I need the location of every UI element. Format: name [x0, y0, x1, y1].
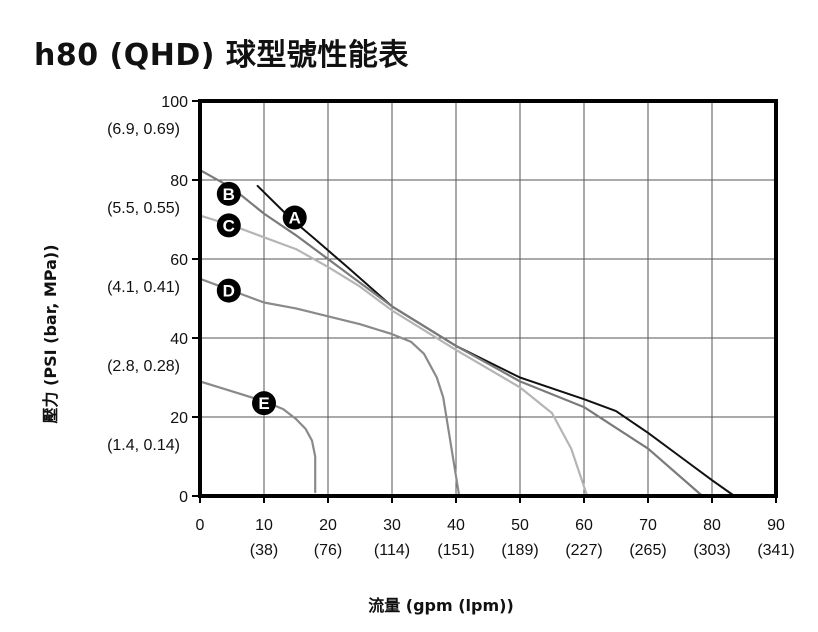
- marker-circle: [216, 213, 241, 238]
- y-tick-label: 20: [170, 410, 188, 427]
- x-tick-labels: 0 10 (38) 20 (76) 30 (114) 40 (151) 50 (189) 60 (227…: [196, 517, 795, 559]
- x-axis-label: 流量 (gpm (lpm)): [368, 596, 514, 615]
- curves: [198, 169, 736, 498]
- x-tick-label: 50: [511, 517, 529, 534]
- y-tick-label: 40: [170, 331, 188, 348]
- y-tick-sublabel: (2.8, 0.28): [107, 358, 180, 375]
- plot-frame: [198, 99, 778, 498]
- x-tick-sublabel: (341): [757, 542, 794, 559]
- y-tick-sublabel: (6.9, 0.69): [107, 121, 180, 138]
- y-tick-sublabel: (1.4, 0.14): [107, 437, 180, 454]
- x-tick-label: 20: [319, 517, 337, 534]
- x-tick-sublabel: (151): [437, 542, 474, 559]
- marker-circle: [216, 278, 241, 303]
- chart-title: h80 (QHD) 球型號性能表: [34, 38, 409, 73]
- curve-d: [198, 277, 461, 498]
- x-tick-label: 30: [383, 517, 401, 534]
- marker-label: A: [289, 209, 301, 228]
- x-tick-label: 0: [196, 517, 205, 534]
- y-tick-sublabel: (4.1, 0.41): [107, 279, 180, 296]
- x-tick-label: 10: [255, 517, 273, 534]
- x-tick-sublabel: (227): [565, 542, 602, 559]
- y-tick-labels: 0 20 (1.4, 0.14) 40 (2.8, 0.28) 60 (4.1, 0.41)…: [107, 94, 188, 506]
- curve-c: [198, 214, 589, 498]
- x-tick-sublabel: (303): [693, 542, 730, 559]
- x-tick-sublabel: (76): [314, 542, 342, 559]
- curve-b: [198, 169, 704, 498]
- x-tick-sublabel: (189): [501, 542, 538, 559]
- y-tick-label: 80: [170, 173, 188, 190]
- x-tick-label: 60: [575, 517, 593, 534]
- y-tick-sublabel: (5.5, 0.55): [107, 200, 180, 217]
- x-tick-label: 40: [447, 517, 465, 534]
- x-tick-label: 90: [767, 517, 785, 534]
- marker-circle: [282, 205, 307, 230]
- marker-label: D: [223, 282, 235, 301]
- marker-label: B: [223, 185, 235, 204]
- x-tick-label: 70: [639, 517, 657, 534]
- x-tick-sublabel: (114): [374, 542, 410, 559]
- curve-marker-e: E: [252, 391, 276, 416]
- curve-a: [256, 184, 736, 497]
- marker-label: C: [223, 216, 235, 235]
- curve-marker-d: D: [216, 278, 241, 303]
- curve-marker-b: B: [216, 181, 241, 206]
- curve-marker-a: A: [282, 205, 307, 230]
- y-tick-label: 0: [179, 489, 188, 506]
- grid-lines: [192, 100, 777, 503]
- y-tick-label: 100: [161, 94, 188, 111]
- y-tick-label: 60: [170, 252, 188, 269]
- curve-marker-c: C: [216, 213, 241, 238]
- curve-markers: A BC D E: [216, 181, 307, 416]
- marker-label: E: [258, 394, 269, 413]
- curve-e: [198, 380, 317, 494]
- marker-circle: [216, 181, 241, 206]
- marker-circle: [252, 391, 276, 416]
- x-tick-sublabel: (38): [250, 542, 278, 559]
- x-tick-label: 80: [703, 517, 721, 534]
- x-tick-sublabel: (265): [629, 542, 666, 559]
- y-axis-label: 壓力 (PSI (bar, MPa)): [41, 244, 60, 423]
